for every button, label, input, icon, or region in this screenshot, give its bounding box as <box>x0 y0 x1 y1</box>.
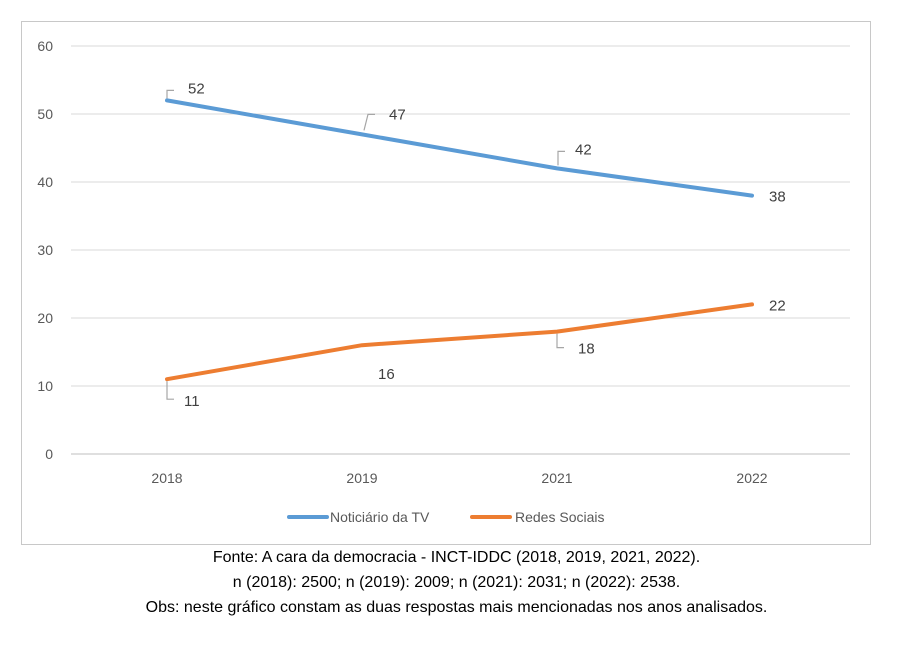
data-label-leader <box>166 89 174 99</box>
data-labels: 52 47 42 38 11 16 18 22 <box>166 80 786 410</box>
data-label-leader <box>557 150 565 166</box>
caption-source: Fonte: A cara da democracia - INCT-IDDC … <box>212 549 701 566</box>
data-label-leader <box>363 113 375 131</box>
data-label: 16 <box>378 366 395 383</box>
caption-sample-sizes: n (2018): 2500; n (2019): 2009; n (2021)… <box>232 574 681 591</box>
data-label: 38 <box>769 189 786 206</box>
y-tick-label: 60 <box>37 38 53 54</box>
x-axis-ticks: 2018 2019 2021 2022 <box>151 470 767 486</box>
data-label: 47 <box>389 106 406 123</box>
gridlines <box>71 45 850 455</box>
y-tick-label: 30 <box>37 242 53 258</box>
data-label-leader <box>556 333 564 349</box>
series-line-1 <box>165 98 754 198</box>
x-tick-label: 2022 <box>736 470 767 486</box>
x-tick-label: 2021 <box>541 470 572 486</box>
legend: Noticiário da TV Redes Sociais <box>287 509 605 525</box>
y-tick-label: 10 <box>37 378 53 394</box>
y-tick-label: 20 <box>37 310 53 326</box>
y-tick-label: 50 <box>37 106 53 122</box>
y-tick-label: 40 <box>37 174 53 190</box>
data-label: 52 <box>188 80 205 97</box>
data-label-leader <box>166 381 174 400</box>
x-tick-label: 2019 <box>346 470 377 486</box>
data-label: 18 <box>578 341 595 358</box>
y-tick-label: 0 <box>45 446 53 462</box>
data-label: 11 <box>184 393 200 410</box>
y-axis-ticks: 0 10 20 30 40 50 60 <box>37 38 53 462</box>
x-tick-label: 2018 <box>151 470 182 486</box>
chart-frame <box>21 21 871 545</box>
series-line-2 <box>165 302 754 382</box>
line-chart: 0 10 20 30 40 50 60 2018 2019 2021 2022 52 47 42 38 1… <box>37 38 850 525</box>
series-lines <box>165 98 754 382</box>
data-label: 42 <box>575 141 592 158</box>
data-label: 22 <box>769 297 786 314</box>
legend-label-1: Noticiário da TV <box>330 509 430 525</box>
caption-note: Obs: neste gráfico constam as duas respo… <box>145 599 768 616</box>
legend-label-2: Redes Sociais <box>515 509 605 525</box>
